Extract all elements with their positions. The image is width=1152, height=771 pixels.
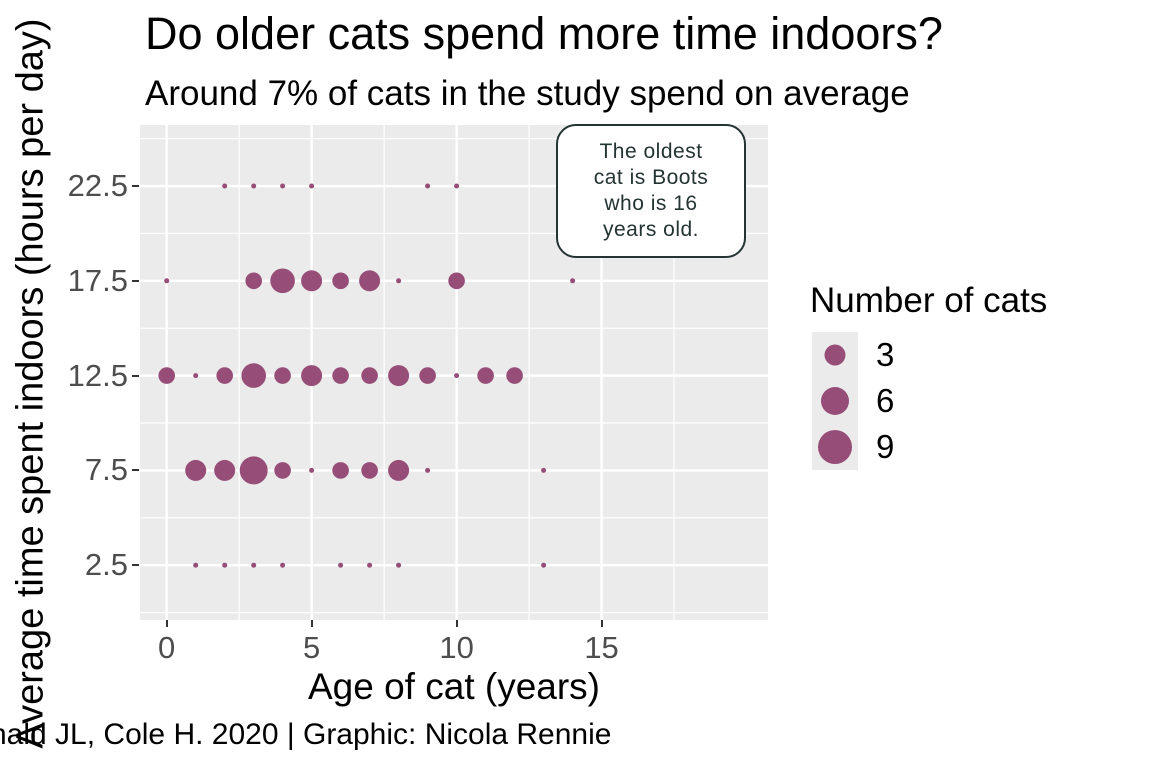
data-point <box>185 459 207 481</box>
data-point <box>396 562 402 568</box>
x-tick-mark <box>165 620 168 627</box>
annotation-line: who is 16 <box>604 192 698 215</box>
data-point <box>477 367 494 384</box>
legend-label: 9 <box>876 428 895 465</box>
data-point <box>241 363 266 388</box>
data-point <box>541 562 547 568</box>
data-point <box>301 365 323 387</box>
legend-title: Number of cats <box>810 281 1048 320</box>
data-point <box>367 562 373 568</box>
plot-area-svg <box>140 125 768 620</box>
y-tick-label: 12.5 <box>67 357 128 393</box>
data-point <box>425 467 431 473</box>
y-tick-mark <box>132 374 139 377</box>
data-point <box>541 467 547 473</box>
data-point <box>388 365 410 387</box>
data-point <box>570 278 576 284</box>
data-point <box>338 562 344 568</box>
y-tick-mark <box>132 564 139 567</box>
data-point <box>193 373 199 379</box>
y-tick-mark <box>132 469 139 472</box>
data-point <box>506 367 523 384</box>
data-point <box>361 367 378 384</box>
y-tick-label: 17.5 <box>67 262 128 298</box>
legend-circle-icon <box>818 430 852 464</box>
annotation-line: years old. <box>602 218 700 241</box>
y-tick-label: 22.5 <box>67 168 128 204</box>
data-point <box>245 272 262 290</box>
x-tick-label: 10 <box>439 630 474 665</box>
legend-circle-icon <box>824 344 846 366</box>
data-point <box>301 270 323 292</box>
data-point <box>251 562 257 568</box>
x-tick-label: 5 <box>303 630 321 665</box>
data-point <box>274 462 291 479</box>
annotation-line: cat is Boots <box>593 166 709 189</box>
legend-circle-icon <box>821 387 849 415</box>
data-point <box>332 367 349 384</box>
data-point <box>164 278 170 284</box>
x-tick-mark <box>310 620 313 627</box>
legend-entry: 9 <box>812 424 894 470</box>
legend-entry: 3 <box>812 332 894 378</box>
legend-key <box>812 424 858 470</box>
y-tick-mark <box>132 185 139 188</box>
x-tick-mark <box>600 620 603 627</box>
x-tick-label: 15 <box>584 630 619 665</box>
data-point <box>359 270 381 292</box>
data-point <box>222 183 228 189</box>
data-point <box>280 562 286 568</box>
data-point <box>448 272 465 290</box>
x-axis-title: Age of cat (years) <box>307 666 600 707</box>
data-point <box>214 459 236 481</box>
data-point <box>425 183 431 189</box>
data-point <box>251 183 257 189</box>
y-tick-label: 2.5 <box>84 547 128 583</box>
data-point <box>222 562 228 568</box>
x-tick-label: 0 <box>158 630 176 665</box>
data-point <box>309 183 315 189</box>
x-tick-mark <box>455 620 458 627</box>
data-point <box>419 367 436 384</box>
y-axis-title: Average time spent indoors (hours per da… <box>9 18 52 749</box>
y-tick-mark <box>132 279 139 282</box>
legend-label: 6 <box>876 382 895 419</box>
data-point <box>332 462 349 479</box>
legend-label: 3 <box>876 336 895 373</box>
chart-title: Do older cats spend more time indoors? <box>145 8 943 59</box>
data-point <box>239 456 268 485</box>
data-point <box>396 278 402 284</box>
data-point <box>270 268 295 294</box>
data-point <box>193 562 199 568</box>
data-point <box>361 462 378 479</box>
data-point <box>388 459 410 481</box>
data-point <box>280 183 286 189</box>
y-tick-label: 7.5 <box>84 452 128 488</box>
legend: 3 6 9 <box>812 332 894 470</box>
data-point <box>274 367 291 384</box>
data-point <box>332 272 349 290</box>
annotation-line: The oldest <box>599 140 703 163</box>
data-point <box>309 467 315 473</box>
data-point <box>158 367 175 384</box>
chart-subtitle: Around 7% of cats in the study spend on … <box>145 74 910 113</box>
data-point <box>454 373 460 379</box>
data-point <box>454 183 460 189</box>
caption: nald JL, Cole H. 2020 | Graphic: Nicola … <box>0 718 612 751</box>
legend-key <box>812 332 858 378</box>
legend-key <box>812 378 858 424</box>
data-point <box>216 367 233 384</box>
annotation-box: The oldest cat is Boots who is 16 years old… <box>556 124 746 258</box>
legend-entry: 6 <box>812 378 894 424</box>
